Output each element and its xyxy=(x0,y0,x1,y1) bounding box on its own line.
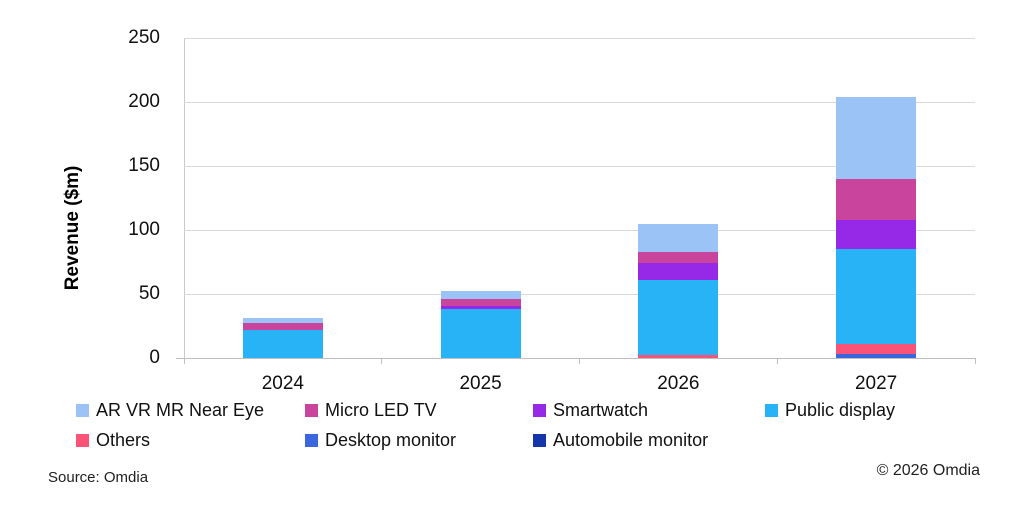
legend-item-others: Others xyxy=(76,431,150,449)
legend-item-automobile-monitor: Automobile monitor xyxy=(533,431,708,449)
legend-label: Smartwatch xyxy=(553,400,649,420)
x-axis-tick xyxy=(974,358,976,364)
legend-item-desktop-monitor: Desktop monitor xyxy=(305,431,456,449)
legend-swatch-icon xyxy=(305,403,318,417)
bar-segment-2027-ar-vr-mr-near-eye xyxy=(836,96,917,179)
bar-segment-2025-ar-vr-mr-near-eye xyxy=(440,291,521,300)
y-tick-label-50: 50 xyxy=(138,283,160,304)
y-tick-label-150: 150 xyxy=(128,155,160,176)
gridline-150 xyxy=(184,166,975,167)
bar-segment-2025-public-display xyxy=(440,309,521,358)
legend-label: Desktop monitor xyxy=(325,430,457,450)
gridline-200 xyxy=(184,102,975,103)
legend-swatch-icon xyxy=(533,403,546,417)
y-axis-title: Revenue ($m) xyxy=(62,165,83,291)
bar-segment-2025-micro-led-tv xyxy=(440,299,521,306)
legend-label: Automobile monitor xyxy=(553,430,709,450)
stacked-bar-2025 xyxy=(440,291,521,358)
bar-segment-2026-ar-vr-mr-near-eye xyxy=(638,223,719,252)
y-tick-label-200: 200 xyxy=(128,91,160,112)
legend-item-micro-led-tv: Micro LED TV xyxy=(305,401,437,419)
bar-segment-2027-desktop-monitor xyxy=(836,354,917,358)
stacked-bar-2024 xyxy=(242,318,323,358)
legend-label: AR VR MR Near Eye xyxy=(96,400,265,420)
bar-segment-2024-micro-led-tv xyxy=(242,323,323,330)
bar-segment-2027-others xyxy=(836,343,917,355)
x-axis-tick xyxy=(776,358,778,364)
bar-segment-2024-ar-vr-mr-near-eye xyxy=(242,318,323,324)
legend-swatch-icon xyxy=(765,403,778,417)
bar-segment-2025-smartwatch xyxy=(440,305,521,310)
legend-swatch-icon xyxy=(305,433,318,447)
y-tick-label-250: 250 xyxy=(128,27,160,48)
bar-segment-2026-public-display xyxy=(638,279,719,356)
source-note: Source: Omdia xyxy=(48,469,149,486)
bar-segment-2027-micro-led-tv xyxy=(836,178,917,220)
x-axis-tick xyxy=(381,358,383,364)
legend-swatch-icon xyxy=(76,433,89,447)
bar-segment-2027-smartwatch xyxy=(836,219,917,250)
y-axis-origin-tick xyxy=(176,358,184,359)
x-category-label-2026: 2026 xyxy=(657,373,700,394)
bar-segment-2026-smartwatch xyxy=(638,263,719,280)
y-tick-label-100: 100 xyxy=(128,219,160,240)
stacked-bar-2027 xyxy=(836,96,917,358)
legend-item-ar-vr-mr-near-eye: AR VR MR Near Eye xyxy=(76,401,264,419)
legend-swatch-icon xyxy=(76,403,89,417)
legend-item-smartwatch: Smartwatch xyxy=(533,401,648,419)
bar-segment-2024-public-display xyxy=(242,329,323,358)
gridline-100 xyxy=(184,230,975,231)
gridline-250 xyxy=(184,38,975,39)
bar-segment-2026-others xyxy=(638,355,719,358)
bar-segment-2027-public-display xyxy=(836,249,917,344)
legend-swatch-icon xyxy=(533,433,546,447)
legend-label: Micro LED TV xyxy=(325,400,437,420)
x-axis-tick xyxy=(183,358,185,364)
y-tick-label-0: 0 xyxy=(149,347,160,368)
copyright-note: © 2026 Omdia xyxy=(876,462,980,479)
x-category-label-2027: 2027 xyxy=(854,373,898,394)
legend-label: Others xyxy=(96,430,151,450)
y-axis-line xyxy=(184,38,185,364)
plot-area xyxy=(184,38,975,359)
x-category-label-2025: 2025 xyxy=(459,373,502,394)
stacked-bar-2026 xyxy=(638,223,719,358)
x-axis-tick xyxy=(579,358,580,364)
x-category-label-2024: 2024 xyxy=(261,373,305,394)
legend-item-public-display: Public display xyxy=(765,401,895,419)
legend-label: Public display xyxy=(785,400,896,420)
bar-segment-2026-micro-led-tv xyxy=(638,251,719,264)
gridline-50 xyxy=(184,294,975,295)
